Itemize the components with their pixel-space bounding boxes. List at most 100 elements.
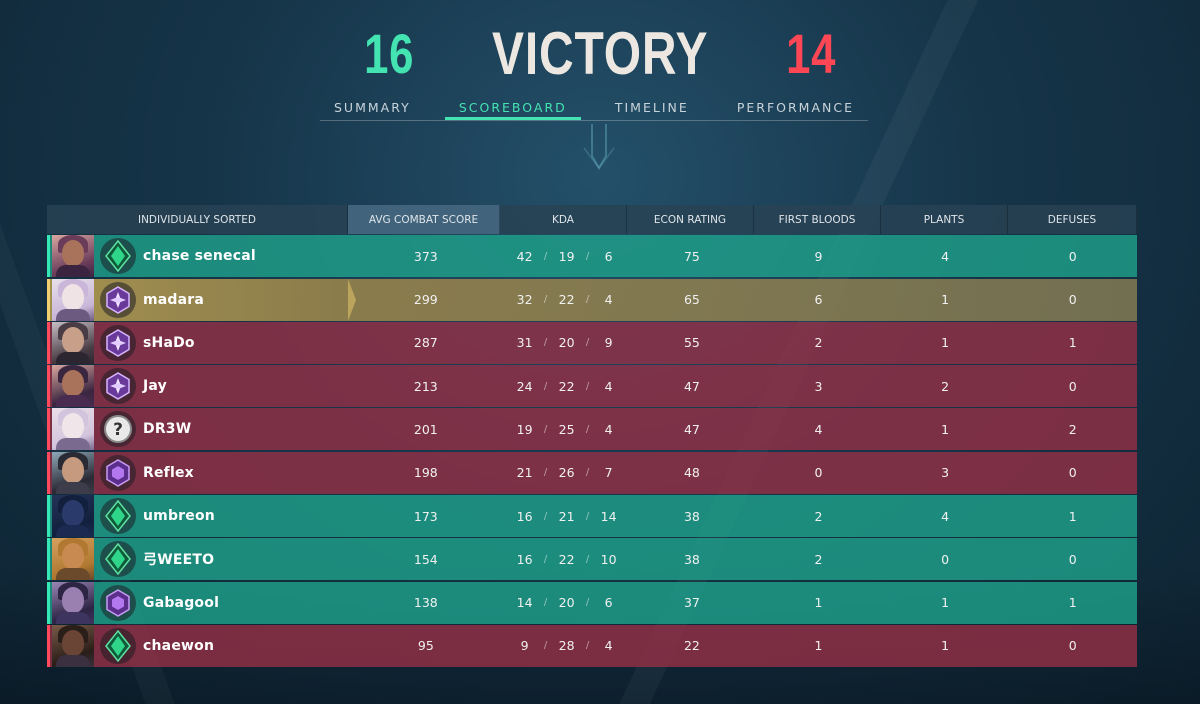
kda-separator: / xyxy=(543,467,548,479)
table-row[interactable]: Gabagool 138 14 / 20 / 6 37 1 1 1 xyxy=(47,581,1137,624)
defuses-value: 1 xyxy=(1068,335,1077,351)
table-row[interactable]: chaewon 95 9/28/4 22 1 1 0 xyxy=(47,624,1137,667)
agent-portrait xyxy=(52,581,94,624)
header-first-bloods[interactable]: FIRST BLOODS xyxy=(754,205,881,234)
table-header: INDIVIDUALLY SORTED AVG COMBAT SCORE KDA… xyxy=(47,205,1137,234)
kills-value: 31 xyxy=(516,335,533,351)
table-row[interactable]: 弓WEETO 154 16 / 22 / 10 38 2 0 0 xyxy=(47,538,1137,581)
agent-portrait xyxy=(52,495,94,538)
agent-portrait xyxy=(52,538,94,581)
agent-portrait xyxy=(52,408,94,451)
emerald-rank-icon xyxy=(100,541,136,578)
player-name[interactable]: chase senecal xyxy=(143,248,256,265)
kda-separator: / xyxy=(585,423,590,435)
player-name[interactable]: Gabagool xyxy=(143,594,220,611)
player-cell: 弓WEETO xyxy=(50,538,350,581)
first-bloods-value: 4 xyxy=(814,421,823,437)
tab-bar: SUMMARY SCOREBOARD TIMELINE PERFORMANCE xyxy=(320,96,868,121)
assists-value: 6 xyxy=(604,248,613,264)
header-defuses[interactable]: DEFUSES xyxy=(1008,205,1137,234)
kda-separator: / xyxy=(543,597,548,609)
header-kda[interactable]: KDA xyxy=(500,205,627,234)
player-cell: madara xyxy=(50,278,350,321)
kda-separator: / xyxy=(585,380,590,392)
acs-value: 154 xyxy=(413,551,438,567)
kills-value: 14 xyxy=(516,595,533,611)
deaths-value: 21 xyxy=(558,508,575,524)
header-plants[interactable]: PLANTS xyxy=(881,205,1008,234)
agent-portrait xyxy=(52,321,94,364)
amethyst-hexagon-icon xyxy=(100,454,136,491)
table-row[interactable]: madara 299 32 / 22 / 4 65 6 1 0 xyxy=(47,278,1137,321)
acs-value: 138 xyxy=(413,595,438,611)
kda-separator: / xyxy=(543,640,548,652)
assists-value: 4 xyxy=(604,378,613,394)
deaths-value: 22 xyxy=(558,292,575,308)
table-row[interactable]: chase senecal 373 42 / 19 / 6 75 9 4 0 xyxy=(47,235,1137,278)
assists-value: 7 xyxy=(604,465,613,481)
first-bloods-value: 1 xyxy=(814,595,823,611)
kda-separator: / xyxy=(543,380,548,392)
first-bloods-value: 9 xyxy=(814,248,823,264)
econ-value: 47 xyxy=(683,378,700,394)
player-name[interactable]: DR3W xyxy=(143,421,192,438)
agent-portrait xyxy=(52,278,94,321)
agent-portrait xyxy=(52,624,94,667)
header-econ-rating[interactable]: ECON RATING xyxy=(627,205,754,234)
player-name[interactable]: madara xyxy=(143,291,205,308)
kda-cell: 42 / 19 / 6 xyxy=(502,235,629,277)
deaths-value: 25 xyxy=(558,421,575,437)
player-name[interactable]: 弓WEETO xyxy=(143,552,215,569)
assists-value: 4 xyxy=(604,421,613,437)
acs-value: 287 xyxy=(413,335,438,351)
first-bloods-value: 6 xyxy=(814,292,823,308)
tab-performance[interactable]: PERFORMANCE xyxy=(736,100,854,115)
kills-value: 9 xyxy=(520,638,529,654)
amethyst-rank-icon xyxy=(100,368,136,405)
kda-separator: / xyxy=(543,510,548,522)
player-name[interactable]: Jay xyxy=(143,378,167,395)
player-cell: Jay xyxy=(50,365,350,408)
team-score: 16 xyxy=(363,21,414,85)
plants-value: 2 xyxy=(941,378,950,394)
defuses-value: 2 xyxy=(1068,421,1077,437)
tab-summary[interactable]: SUMMARY xyxy=(334,100,411,115)
tab-timeline[interactable]: TIMELINE xyxy=(614,100,689,115)
player-name[interactable]: Reflex xyxy=(143,464,194,481)
kda-separator: / xyxy=(543,294,548,306)
player-name[interactable]: umbreon xyxy=(143,508,215,525)
kda-separator: / xyxy=(585,553,590,565)
scoreboard-table: INDIVIDUALLY SORTED AVG COMBAT SCORE KDA… xyxy=(47,205,1137,667)
header-avg-combat-score[interactable]: AVG COMBAT SCORE xyxy=(348,205,500,234)
first-bloods-value: 2 xyxy=(814,551,823,567)
player-cell: chase senecal xyxy=(50,235,350,278)
emerald-rank-icon xyxy=(100,238,136,275)
table-row[interactable]: sHaDo 287 31 / 20 / 9 55 2 1 1 xyxy=(47,321,1137,364)
table-row[interactable]: Jay 213 24 / 22 / 4 47 3 2 0 xyxy=(47,365,1137,408)
assists-value: 14 xyxy=(600,508,617,524)
table-row[interactable]: umbreon 173 16 / 21 / 14 38 2 4 1 xyxy=(47,495,1137,538)
kills-value: 32 xyxy=(516,292,533,308)
kills-value: 16 xyxy=(516,551,533,567)
agent-portrait xyxy=(52,365,94,408)
player-cell: Gabagool xyxy=(50,581,350,624)
deaths-value: 26 xyxy=(558,465,575,481)
table-row[interactable]: Reflex 198 21 / 26 / 7 48 0 3 0 xyxy=(47,451,1137,494)
defuses-value: 0 xyxy=(1068,638,1077,654)
amethyst-hexagon-icon xyxy=(100,584,136,621)
defuses-value: 1 xyxy=(1068,508,1077,524)
kda-separator: / xyxy=(585,250,590,262)
deaths-value: 20 xyxy=(558,595,575,611)
acs-value: 299 xyxy=(413,292,438,308)
deaths-value: 22 xyxy=(558,551,575,567)
kda-separator: / xyxy=(585,640,590,652)
header-individually-sorted[interactable]: INDIVIDUALLY SORTED xyxy=(47,205,348,234)
tab-scoreboard[interactable]: SCOREBOARD xyxy=(444,96,581,120)
deaths-value: 28 xyxy=(558,638,575,654)
player-name[interactable]: chaewon xyxy=(143,637,215,654)
player-name[interactable]: sHaDo xyxy=(143,334,195,351)
econ-value: 37 xyxy=(683,595,700,611)
acs-value: 201 xyxy=(413,421,438,437)
plants-value: 1 xyxy=(941,421,950,437)
table-row[interactable]: ? DR3W 201 19 / 25 / 4 47 4 1 2 xyxy=(47,408,1137,451)
